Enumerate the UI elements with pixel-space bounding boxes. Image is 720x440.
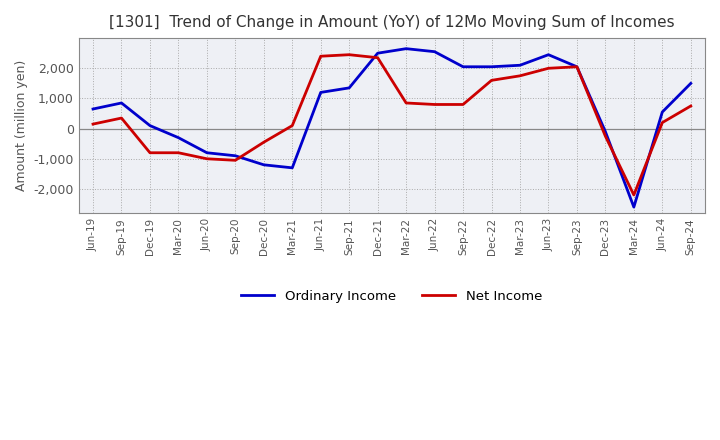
Legend: Ordinary Income, Net Income: Ordinary Income, Net Income [236, 284, 548, 308]
Net Income [316, 54, 325, 59]
Net Income [601, 133, 610, 139]
Net Income [629, 192, 638, 198]
Ordinary Income [402, 46, 410, 51]
Net Income [117, 115, 126, 121]
Title: [1301]  Trend of Change in Amount (YoY) of 12Mo Moving Sum of Incomes: [1301] Trend of Change in Amount (YoY) o… [109, 15, 675, 30]
Ordinary Income [629, 205, 638, 210]
Ordinary Income [431, 49, 439, 54]
Net Income [345, 52, 354, 57]
Line: Ordinary Income: Ordinary Income [93, 49, 690, 207]
Net Income [459, 102, 467, 107]
Net Income [487, 78, 496, 83]
Ordinary Income [202, 150, 211, 155]
Net Income [431, 102, 439, 107]
Net Income [202, 156, 211, 161]
Net Income [402, 100, 410, 106]
Ordinary Income [572, 64, 581, 70]
Net Income [544, 66, 553, 71]
Ordinary Income [686, 81, 695, 86]
Net Income [572, 64, 581, 70]
Net Income [374, 55, 382, 60]
Ordinary Income [345, 85, 354, 91]
Ordinary Income [145, 123, 154, 128]
Ordinary Income [316, 90, 325, 95]
Net Income [89, 121, 97, 127]
Ordinary Income [459, 64, 467, 70]
Net Income [516, 73, 524, 78]
Net Income [259, 139, 268, 145]
Net Income [658, 120, 667, 125]
Ordinary Income [487, 64, 496, 70]
Net Income [686, 103, 695, 109]
Net Income [174, 150, 183, 155]
Line: Net Income: Net Income [93, 55, 690, 195]
Y-axis label: Amount (million yen): Amount (million yen) [15, 60, 28, 191]
Ordinary Income [516, 62, 524, 68]
Ordinary Income [601, 129, 610, 134]
Ordinary Income [288, 165, 297, 170]
Ordinary Income [89, 106, 97, 112]
Ordinary Income [374, 51, 382, 56]
Net Income [145, 150, 154, 155]
Ordinary Income [117, 100, 126, 106]
Ordinary Income [174, 135, 183, 140]
Ordinary Income [259, 162, 268, 168]
Ordinary Income [231, 153, 240, 158]
Ordinary Income [658, 110, 667, 115]
Net Income [231, 158, 240, 163]
Ordinary Income [544, 52, 553, 57]
Net Income [288, 123, 297, 128]
